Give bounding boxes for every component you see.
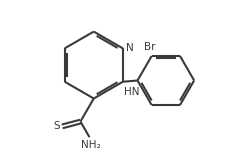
Text: N: N [125, 43, 133, 53]
Text: NH₂: NH₂ [80, 140, 100, 150]
Text: S: S [53, 121, 60, 131]
Text: HN: HN [124, 87, 139, 97]
Text: Br: Br [144, 42, 155, 52]
